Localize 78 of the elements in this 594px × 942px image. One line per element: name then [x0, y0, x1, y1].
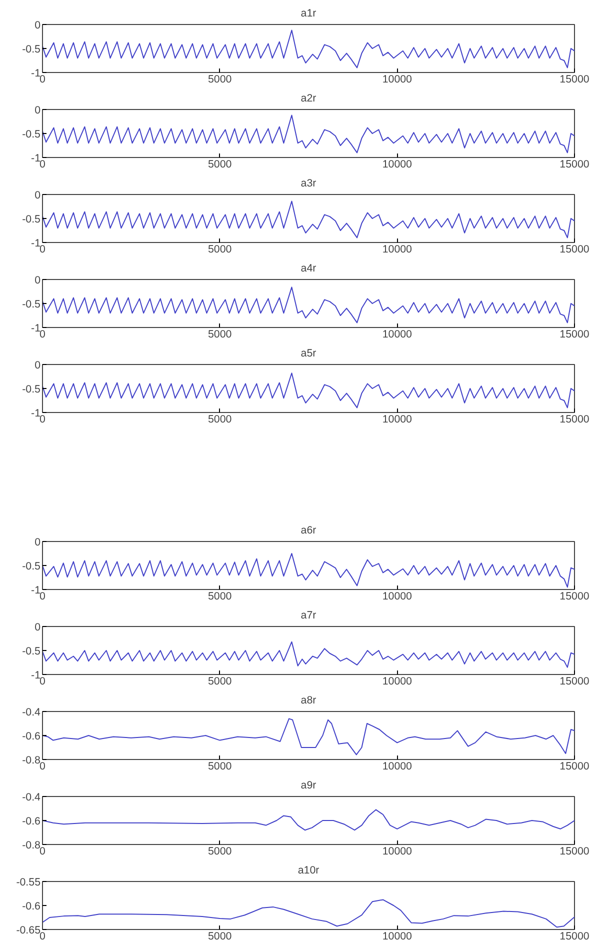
- x-tick-label: 5000: [208, 590, 232, 602]
- x-tick-label: 10000: [382, 244, 412, 256]
- y-tick-label: -0.5: [22, 44, 41, 56]
- x-tick-label: 15000: [560, 930, 590, 942]
- x-tick-label: 5000: [208, 414, 232, 426]
- y-tick-label: -1: [31, 584, 41, 596]
- chart-title: a1r: [300, 8, 317, 20]
- y-tick-label: 0: [34, 104, 41, 116]
- y-tick-label: -0.5: [22, 560, 41, 572]
- line-series: [42, 809, 574, 831]
- y-tick-label: -1: [31, 152, 41, 164]
- y-tick-label: -0.8: [22, 840, 41, 852]
- x-tick-label: 10000: [382, 158, 412, 170]
- y-tick-label: -1: [31, 408, 41, 420]
- line-series: [42, 114, 574, 154]
- x-tick-label: 5000: [208, 846, 232, 858]
- chart-title: a6r: [300, 524, 317, 536]
- chart-title: a4r: [300, 262, 317, 274]
- line-series: [42, 30, 574, 68]
- x-tick-label: 15000: [560, 676, 590, 688]
- x-tick-label: 10000: [382, 74, 412, 86]
- x-tick-label: 5000: [208, 930, 232, 942]
- y-tick-label: -0.4: [22, 792, 41, 804]
- y-tick-label: -0.5: [22, 384, 41, 396]
- line-series: [42, 372, 574, 408]
- x-tick-label: 10000: [382, 676, 412, 688]
- x-tick-label: 5000: [208, 676, 232, 688]
- x-tick-label: 15000: [560, 414, 590, 426]
- x-tick-label: 15000: [560, 158, 590, 170]
- chart-title: a2r: [300, 92, 317, 104]
- y-tick-label: -0.6: [22, 816, 41, 828]
- chart-title: a7r: [300, 610, 317, 622]
- chart-title: a10r: [298, 864, 320, 876]
- x-tick-label: 5000: [208, 328, 232, 340]
- x-tick-label: 10000: [382, 760, 412, 772]
- x-tick-label: 5000: [208, 760, 232, 772]
- y-tick-label: -0.6: [22, 900, 41, 912]
- x-tick-label: 15000: [560, 244, 590, 256]
- y-tick-label: 0: [34, 190, 41, 202]
- chart-title: a3r: [300, 178, 317, 190]
- chart-title: a8r: [300, 694, 317, 706]
- line-series: [42, 200, 574, 238]
- x-tick-label: 5000: [208, 244, 232, 256]
- y-tick-label: -0.55: [16, 876, 41, 888]
- y-tick-label: -0.8: [22, 754, 41, 766]
- line-series: [42, 286, 574, 324]
- x-tick-label: 5000: [208, 74, 232, 86]
- x-tick-label: 15000: [560, 590, 590, 602]
- y-tick-label: -0.5: [22, 128, 41, 140]
- x-tick-label: 15000: [560, 760, 590, 772]
- y-tick-label: -0.5: [22, 646, 41, 658]
- y-tick-label: -0.5: [22, 298, 41, 310]
- y-tick-label: -0.6: [22, 730, 41, 742]
- y-tick-label: -0.65: [16, 924, 41, 936]
- chart-title: a5r: [300, 348, 317, 360]
- x-tick-label: 10000: [382, 930, 412, 942]
- x-tick-label: 15000: [560, 846, 590, 858]
- chart-title: a9r: [300, 780, 317, 792]
- y-tick-label: -1: [31, 322, 41, 334]
- y-tick-label: -1: [31, 68, 41, 80]
- line-series: [42, 641, 574, 668]
- x-tick-label: 10000: [382, 590, 412, 602]
- y-tick-label: 0: [34, 274, 41, 286]
- x-tick-label: 10000: [382, 328, 412, 340]
- y-tick-label: -0.5: [22, 214, 41, 226]
- y-tick-label: -1: [31, 238, 41, 250]
- x-tick-label: 15000: [560, 328, 590, 340]
- x-tick-label: 10000: [382, 846, 412, 858]
- y-tick-label: 0: [34, 536, 41, 548]
- y-tick-label: 0: [34, 20, 41, 32]
- y-tick-label: -0.4: [22, 706, 41, 718]
- y-tick-label: -1: [31, 670, 41, 682]
- x-tick-label: 10000: [382, 414, 412, 426]
- x-tick-label: 15000: [560, 74, 590, 86]
- line-series: [42, 718, 574, 756]
- y-tick-label: 0: [34, 360, 41, 372]
- x-tick-label: 5000: [208, 158, 232, 170]
- y-tick-label: 0: [34, 622, 41, 634]
